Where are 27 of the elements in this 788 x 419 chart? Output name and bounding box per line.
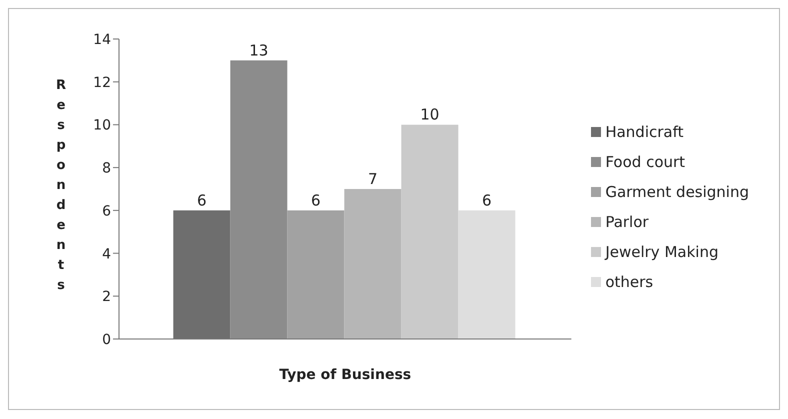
bar: [344, 189, 402, 339]
legend-label: Jewelry Making: [605, 242, 718, 260]
legend-label: Food court: [605, 152, 686, 170]
legend-label: Garment designing: [605, 182, 749, 200]
y-tick-label: 12: [93, 74, 111, 91]
data-label: 7: [368, 170, 378, 188]
bar: [230, 60, 288, 339]
y-tick-label: 6: [102, 203, 112, 220]
y-tick-label: 10: [93, 118, 111, 134]
data-label: 6: [482, 191, 492, 210]
bar: [287, 210, 344, 339]
y-tick-label: 8: [102, 160, 111, 177]
bar: [458, 210, 516, 339]
legend-label: Parlor: [605, 212, 649, 230]
y-tick-label: 2: [102, 289, 111, 306]
data-label: 13: [249, 41, 268, 60]
y-tick-label: 14: [93, 32, 112, 48]
data-label: 6: [197, 191, 207, 210]
data-label: 10: [420, 106, 440, 124]
bar: [401, 124, 458, 339]
legend-label: others: [605, 272, 654, 290]
x-axis-title: Type of Business: [279, 367, 412, 383]
y-tick-label: 4: [102, 246, 112, 262]
data-label: 6: [311, 191, 321, 210]
text: Respondents: [56, 78, 66, 293]
y-tick-label: 0: [102, 332, 111, 348]
legend-label: Handicraft: [605, 122, 684, 140]
